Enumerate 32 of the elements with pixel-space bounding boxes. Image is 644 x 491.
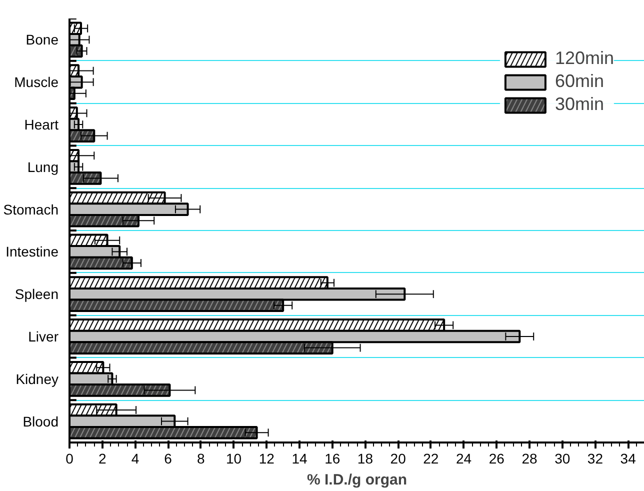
- x-tick-label: 0: [66, 450, 74, 466]
- x-tick-label: 12: [258, 450, 275, 466]
- x-tick-label: 24: [456, 450, 472, 466]
- x-tick-label: 18: [357, 450, 374, 466]
- x-tick-label: 28: [522, 450, 538, 466]
- y-tick-label: Heart: [24, 116, 59, 132]
- y-tick-label: Liver: [28, 328, 59, 344]
- y-tick-label: Bone: [26, 32, 59, 48]
- y-tick-label: Blood: [22, 413, 59, 430]
- x-tick-label: 8: [197, 450, 206, 466]
- y-tick-label: Kidney: [16, 370, 59, 387]
- x-tick-label: 16: [324, 450, 340, 466]
- x-tick-label: 4: [131, 450, 140, 466]
- x-tick-label: 20: [390, 450, 406, 466]
- x-tick-label: 14: [292, 450, 308, 466]
- x-tick-label: 32: [587, 450, 604, 466]
- x-tick-label: 26: [488, 450, 505, 466]
- legend-label: 120min: [554, 48, 614, 69]
- y-tick-label: Lung: [27, 158, 59, 175]
- x-tick-label: 2: [98, 450, 106, 466]
- y-tick-label: Muscle: [14, 74, 59, 90]
- x-tick-label: 22: [423, 450, 439, 466]
- legend-label: 60min: [554, 71, 604, 92]
- x-tick-label: 6: [164, 450, 172, 466]
- y-tick-label: Stomach: [3, 201, 58, 218]
- x-tick-label: 10: [226, 450, 242, 466]
- x-tick-label: 30: [554, 450, 570, 466]
- x-axis-title: % I.D./g organ: [307, 472, 408, 488]
- x-tick-label: 34: [620, 450, 636, 466]
- y-tick-label: Intestine: [6, 244, 59, 260]
- y-tick-label: Spleen: [14, 286, 58, 302]
- legend-label: 30min: [554, 94, 604, 115]
